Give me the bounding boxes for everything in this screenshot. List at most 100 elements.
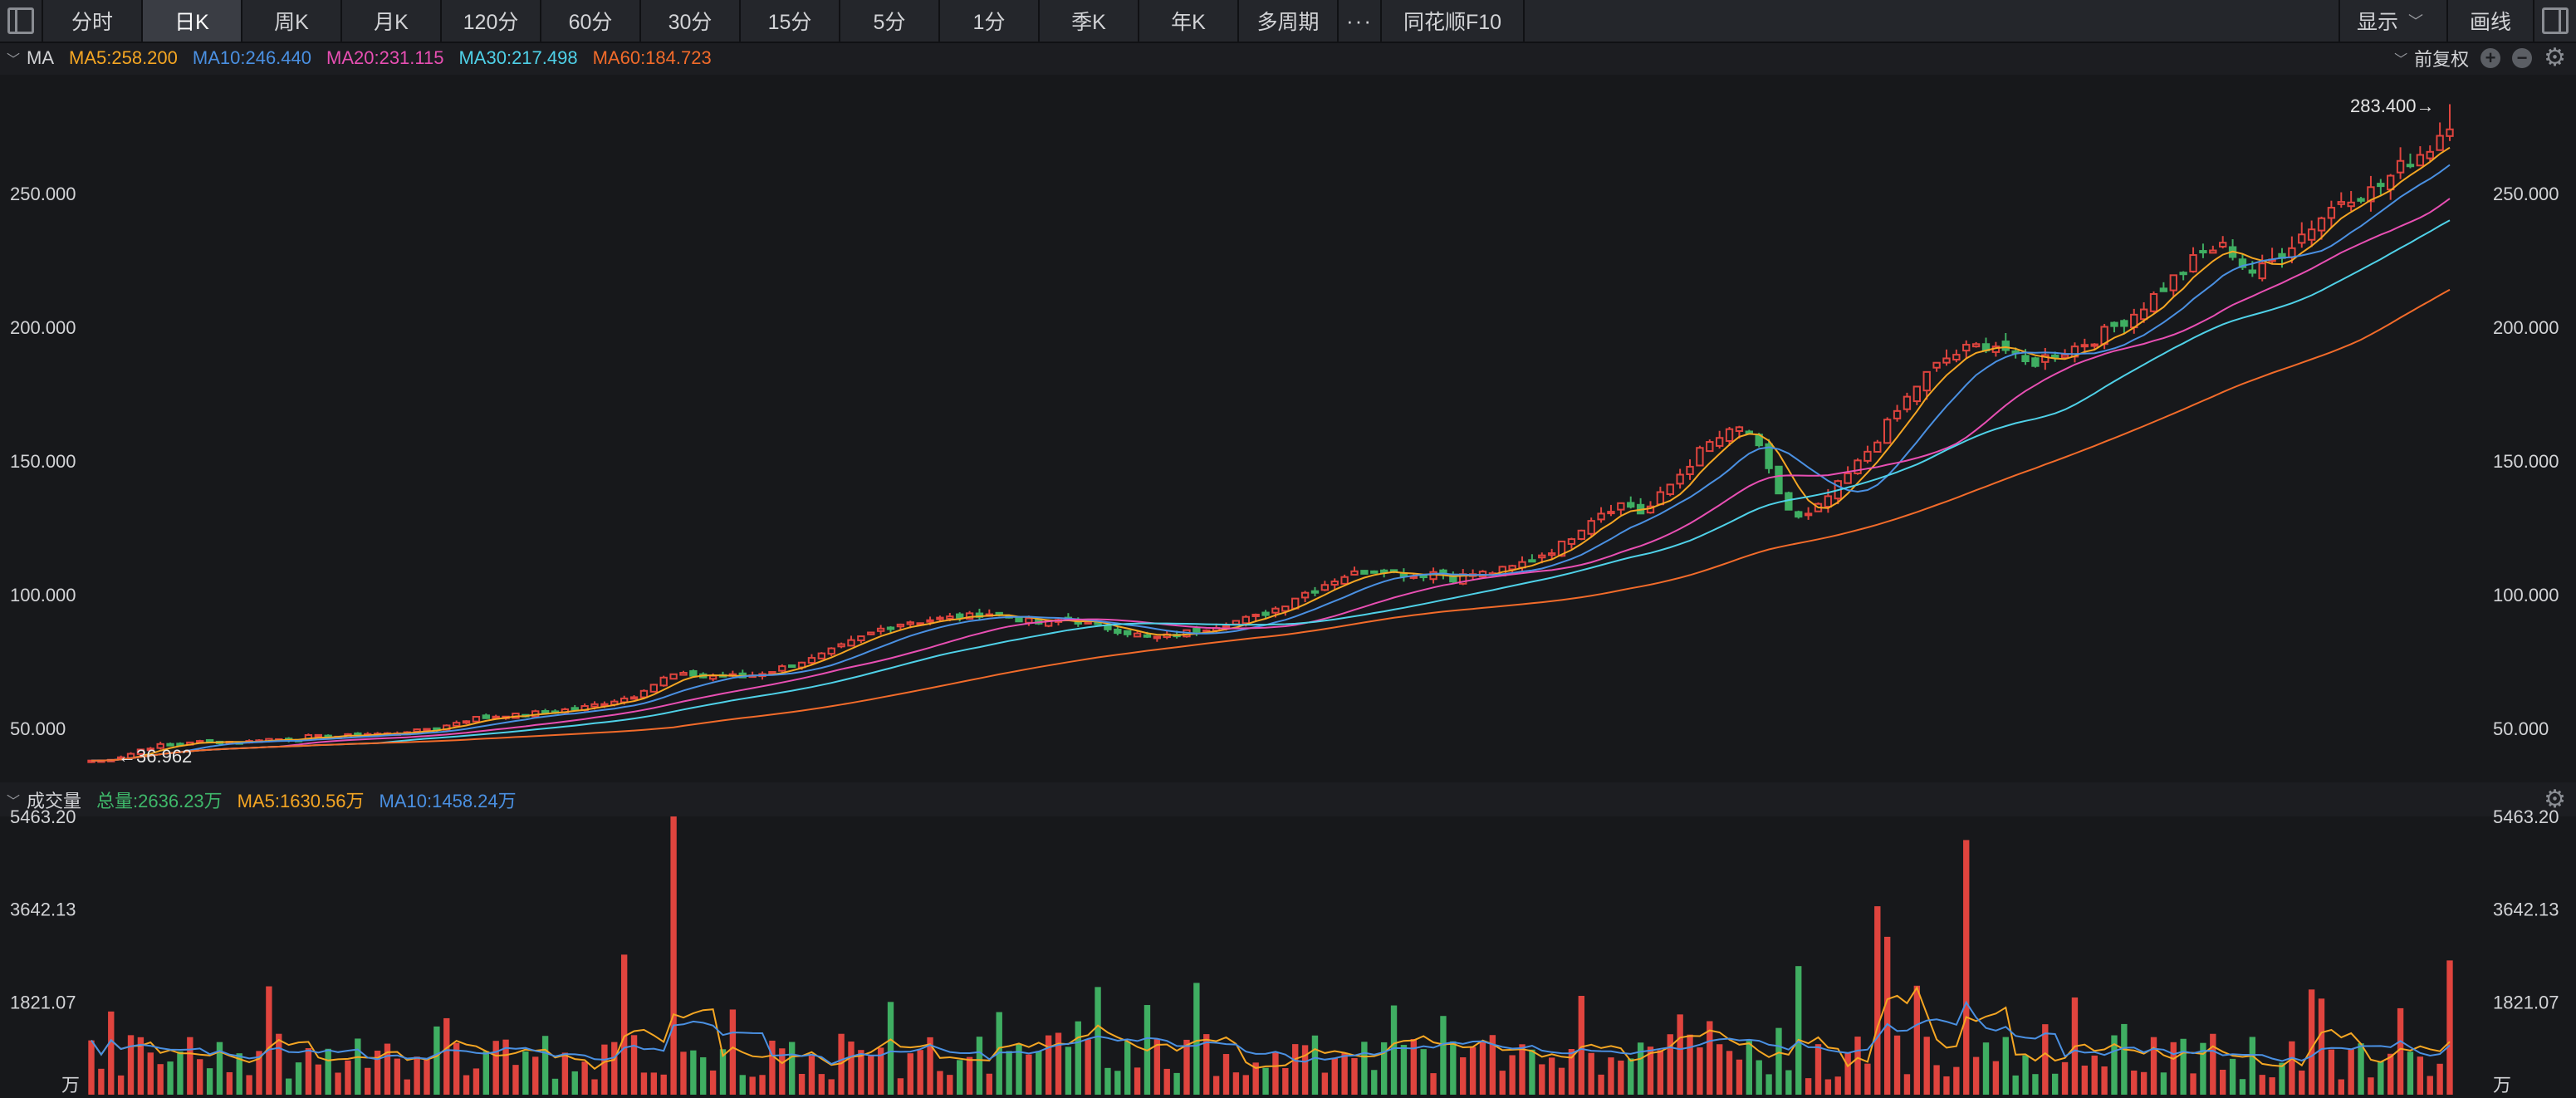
more-button[interactable]: ··· [1339,0,1382,42]
volume-bar [561,1052,569,1095]
add-icon[interactable]: + [2481,48,2501,68]
candle-body [2228,246,2237,258]
volume-bar [1153,1039,1161,1095]
candle-body [531,710,540,718]
tab-12[interactable]: 多周期 [1239,0,1339,42]
volume-bar [1913,985,1921,1095]
volume-bar [670,816,677,1095]
candle-body [2090,343,2099,347]
volume-bar [1331,1057,1338,1095]
volume-unit-right: 万 [2493,1075,2511,1096]
candle-body [403,731,411,736]
price-tick-left: 200.000 [10,317,76,338]
minus-icon[interactable]: − [2512,48,2533,68]
candle-body [314,733,322,738]
candle-body [946,615,954,620]
panel-toggle-icon[interactable] [2533,0,2576,42]
tab-10[interactable]: 季K [1040,0,1139,42]
candle-body [2416,154,2425,167]
candle-body [334,735,342,739]
volume-bar [769,1040,776,1095]
candle-body [867,631,875,635]
volume-bar [611,1042,618,1095]
candle-body [1044,619,1053,627]
tab-1[interactable]: 日K [143,0,242,42]
candle-body [215,740,224,744]
ma_legend-item-1: MA10:246.440 [192,47,311,68]
volume-bar [2170,1042,2177,1095]
volume-bar [858,1050,864,1095]
candle-body [2021,355,2030,362]
tab-5[interactable]: 60分 [541,0,641,42]
candle-body [2327,207,2336,219]
candle-body [1478,571,1487,578]
draw-line-button[interactable]: 画线 [2446,0,2533,42]
volume-bar [1548,1057,1555,1095]
volume-bar [1380,1042,1388,1095]
ma_legend-item-0: MA5:258.200 [69,47,178,68]
candle-body [1755,434,1763,447]
ma-label[interactable]: MA [27,47,55,68]
gear-icon[interactable]: ⚙ [2544,44,2566,71]
candle-body [1567,538,1576,545]
volume-bar [1499,1071,1506,1095]
tab-2[interactable]: 周K [242,0,342,42]
candle-body [2001,341,2010,351]
tab-0[interactable]: 分时 [43,0,143,42]
price-tick-left: 150.000 [10,451,76,472]
candle-body [1903,395,1912,410]
volume-bar [1844,1052,1851,1095]
sidebar-toggle-icon[interactable] [0,0,43,42]
volume-bar [1075,1021,1081,1095]
price-tick-right: 150.000 [2493,451,2559,472]
candle-body [659,676,668,687]
volume-bar [2239,1079,2246,1095]
candle-body [2446,128,2454,137]
tab-4[interactable]: 120分 [442,0,541,42]
volume-bar [1707,1021,1713,1095]
volume-bar [1252,1062,1259,1095]
candle-body [294,738,303,743]
volume-bar [2081,1065,2089,1095]
tab-9[interactable]: 1分 [940,0,1040,42]
tab-8[interactable]: 5分 [840,0,940,42]
vol_legend-item-2: MA10:1458.24万 [379,791,517,811]
candle-body [1074,620,1082,625]
tab-6[interactable]: 30分 [641,0,741,42]
candle-body [166,743,174,747]
collapse-icon[interactable]: ﹀ [7,53,21,67]
volume-bar [108,1011,115,1095]
collapse-icon[interactable]: ﹀ [7,795,21,809]
volume-bar [2160,1072,2167,1095]
vol_legend-item-0: 总量:2636.23万 [96,791,223,811]
volume-bar [365,1067,371,1095]
candle-body [1775,465,1783,495]
tab-7[interactable]: 15分 [741,0,840,42]
volume-label[interactable]: 成交量 [27,791,82,811]
volume-bar [541,1036,549,1095]
volume-bar [1943,1076,1950,1095]
candle-body [1409,575,1418,579]
candle-body [2130,313,2138,329]
gear-icon[interactable]: ⚙ [2544,786,2566,813]
candle-body [699,673,708,679]
volume-bar [206,1068,213,1095]
adjust-dropdown[interactable]: 前复权 [2414,49,2470,70]
candle-body [768,671,776,675]
candle-body [1873,441,1882,453]
tab-3[interactable]: 月K [342,0,442,42]
candle-body [2110,321,2118,327]
volume-bar [2259,1075,2265,1095]
candle-body [620,697,629,703]
volume-bar [660,1074,667,1095]
candle-body [443,724,451,731]
f10-button[interactable]: 同花顺F10 [1382,0,1525,42]
volume-bar [1282,1067,1289,1095]
volume-bar [1608,1057,1614,1095]
candle-body [639,689,649,699]
tab-11[interactable]: 年K [1139,0,1239,42]
volume-bar [1687,1034,1693,1095]
display-dropdown[interactable]: 显示 ﹀ [2338,0,2446,42]
ma60-line [91,288,2451,762]
